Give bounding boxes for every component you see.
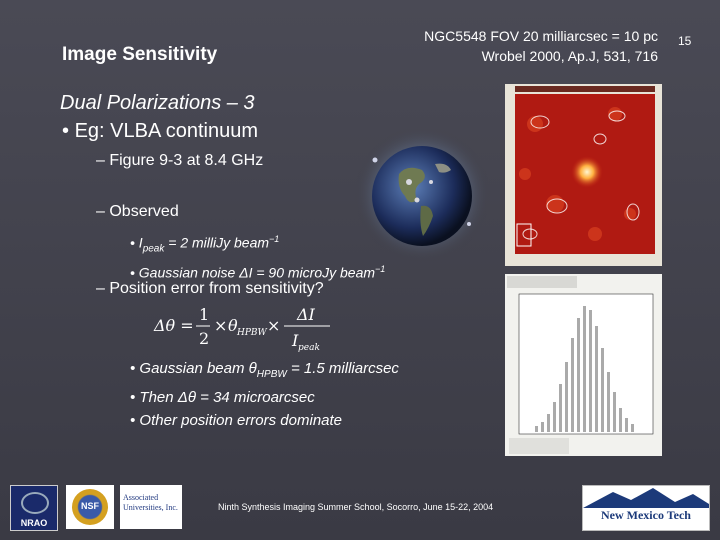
reference-block: NGC5548 FOV 20 milliarcsec = 10 pc Wrobe…	[360, 26, 658, 66]
nsf-logo: NSF	[66, 485, 114, 529]
svg-text:I: I	[291, 331, 299, 350]
bullet-other: • Other position errors dominate	[130, 412, 343, 429]
bullet-main: • Eg: VLBA continuum	[62, 120, 259, 142]
aui-logo: Associated Universities, Inc.	[120, 485, 182, 529]
svg-text:θ: θ	[228, 316, 238, 335]
svg-text:×: ×	[214, 316, 227, 335]
histogram-image	[505, 274, 662, 456]
beam-list: • Gaussian beam θHPBW = 1.5 milliarcsec …	[130, 357, 399, 432]
reference-line-2: Wrobel 2000, Ap.J, 531, 716	[481, 48, 658, 64]
bullet-beam: • Gaussian beam θHPBW = 1.5 milliarcsec	[130, 360, 399, 380]
svg-text:2: 2	[199, 329, 209, 348]
svg-text:HPBW: HPBW	[236, 328, 268, 338]
bullet-figure: – Figure 9-3 at 8.4 GHz	[96, 152, 264, 169]
radio-map-image	[505, 84, 662, 266]
svg-text:×: ×	[267, 316, 280, 335]
bullet-then: • Then Δθ = 34 microarcsec	[130, 389, 315, 406]
slide-title: Image Sensitivity	[62, 44, 218, 65]
bullet-noise: • Gaussian noise ΔI = 90 microJy beam−1	[130, 264, 386, 282]
svg-text:Δθ =: Δθ =	[153, 316, 194, 335]
nrao-logo: NRAO	[10, 485, 58, 531]
page-number: 15	[678, 34, 692, 48]
footer-text: Ninth Synthesis Imaging Summer School, S…	[218, 502, 494, 512]
subtitle: Dual Polarizations – 3	[60, 92, 255, 114]
earth-image	[354, 126, 490, 262]
svg-text:ΔI: ΔI	[296, 305, 316, 324]
bullet-ipeak: • Ipeak = 2 milliJy beam−1	[130, 234, 280, 255]
bullet-position: – Position error from sensitivity?	[96, 280, 324, 297]
observed-list: • Ipeak = 2 milliJy beam−1 • Gaussian no…	[130, 229, 385, 283]
nmt-logo: New Mexico Tech	[582, 485, 710, 531]
reference-line-1: NGC5548 FOV 20 milliarcsec = 10 pc	[424, 28, 658, 44]
svg-text:1: 1	[199, 305, 209, 324]
bullet-observed: – Observed	[96, 203, 179, 220]
svg-text:peak: peak	[298, 343, 320, 353]
formula: Δθ = 1 2 × θ HPBW × ΔI I peak	[153, 305, 330, 353]
